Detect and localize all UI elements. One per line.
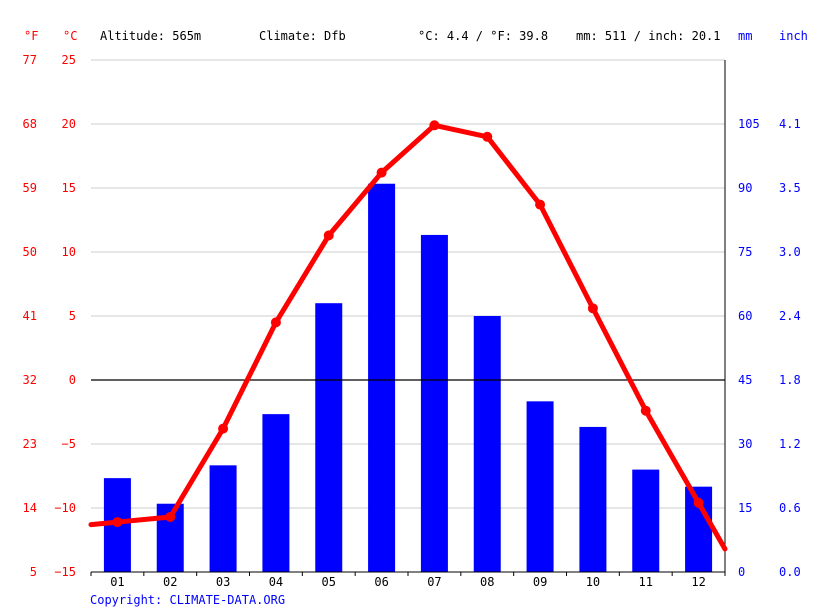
altitude-label: Altitude: 565m (100, 29, 201, 43)
temperature-point (482, 131, 493, 142)
grid-lines (91, 59, 725, 509)
temperature-point (693, 497, 704, 508)
month-tick-label: 12 (691, 575, 705, 589)
mm-tick-label: 60 (738, 309, 752, 323)
copyright-label: Copyright: CLIMATE-DATA.ORG (90, 593, 285, 607)
inch-tick-label: 1.8 (779, 373, 801, 387)
celsius-tick-label: 0 (69, 373, 76, 387)
precipitation-bar (209, 465, 237, 572)
celsius-tick-label: 10 (62, 245, 76, 259)
month-tick-label: 11 (639, 575, 653, 589)
fahrenheit-tick-label: 41 (23, 309, 37, 323)
temperature-point (640, 405, 651, 416)
fahrenheit-tick-label: 50 (23, 245, 37, 259)
fahrenheit-tick-label: 14 (23, 501, 37, 515)
precipitation-bar (526, 401, 554, 572)
month-tick-label: 06 (374, 575, 388, 589)
month-tick-label: 05 (322, 575, 336, 589)
temperature-point (587, 303, 598, 314)
average-temperature-label: °C: 4.4 / °F: 39.8 (418, 29, 548, 43)
temperature-point (429, 120, 440, 131)
inch-tick-label: 3.0 (779, 245, 801, 259)
celsius-tick-label: 5 (69, 309, 76, 323)
temperature-line-group (88, 120, 728, 552)
mm-tick-label: 105 (738, 117, 760, 131)
fahrenheit-tick-label: 59 (23, 181, 37, 195)
mm-tick-label: 75 (738, 245, 752, 259)
inch-tick-label: 2.4 (779, 309, 801, 323)
mm-tick-label: 90 (738, 181, 752, 195)
mm-tick-label: 45 (738, 373, 752, 387)
fahrenheit-tick-label: 32 (23, 373, 37, 387)
celsius-tick-label: −10 (54, 501, 76, 515)
celsius-tick-label: 15 (62, 181, 76, 195)
precipitation-bar (315, 303, 343, 572)
temperature-point (323, 230, 334, 241)
inch-tick-label: 3.5 (779, 181, 801, 195)
month-tick-label: 07 (427, 575, 441, 589)
temperature-line (88, 122, 728, 552)
unit-fahrenheit-label: °F (24, 29, 38, 43)
month-tick-label: 02 (163, 575, 177, 589)
celsius-tick-label: −15 (54, 565, 76, 579)
fahrenheit-tick-label: 5 (30, 565, 37, 579)
month-tick-label: 01 (110, 575, 124, 589)
precipitation-bar (420, 234, 448, 572)
month-tick-label: 04 (269, 575, 283, 589)
inch-tick-label: 0.6 (779, 501, 801, 515)
temperature-point (535, 199, 546, 210)
mm-tick-label: 0 (738, 565, 745, 579)
month-tick-label: 08 (480, 575, 494, 589)
precipitation-bar (368, 183, 396, 572)
fahrenheit-tick-label: 68 (23, 117, 37, 131)
inch-tick-label: 0.0 (779, 565, 801, 579)
month-tick-label: 03 (216, 575, 230, 589)
precipitation-bar (473, 316, 501, 572)
unit-celsius-label: °C (63, 29, 77, 43)
precipitation-bar (632, 469, 660, 572)
temperature-point (270, 317, 281, 328)
celsius-tick-label: −5 (62, 437, 76, 451)
climate-label: Climate: Dfb (259, 29, 346, 43)
month-tick-label: 10 (586, 575, 600, 589)
temperature-point (218, 423, 229, 434)
mm-tick-label: 30 (738, 437, 752, 451)
celsius-tick-label: 25 (62, 53, 76, 67)
unit-mm-label: mm (738, 29, 752, 43)
chart-axes (90, 60, 726, 576)
precipitation-bar (262, 414, 290, 572)
temperature-point (165, 511, 176, 522)
temperature-point (112, 517, 123, 528)
fahrenheit-tick-label: 23 (23, 437, 37, 451)
precipitation-bar (579, 426, 607, 572)
fahrenheit-tick-label: 77 (23, 53, 37, 67)
temperature-point (376, 167, 387, 178)
inch-tick-label: 1.2 (779, 437, 801, 451)
unit-inch-label: inch (779, 29, 808, 43)
total-precipitation-label: mm: 511 / inch: 20.1 (576, 29, 721, 43)
inch-tick-label: 4.1 (779, 117, 801, 131)
month-tick-label: 09 (533, 575, 547, 589)
celsius-tick-label: 20 (62, 117, 76, 131)
mm-tick-label: 15 (738, 501, 752, 515)
precipitation-bars (103, 183, 713, 572)
